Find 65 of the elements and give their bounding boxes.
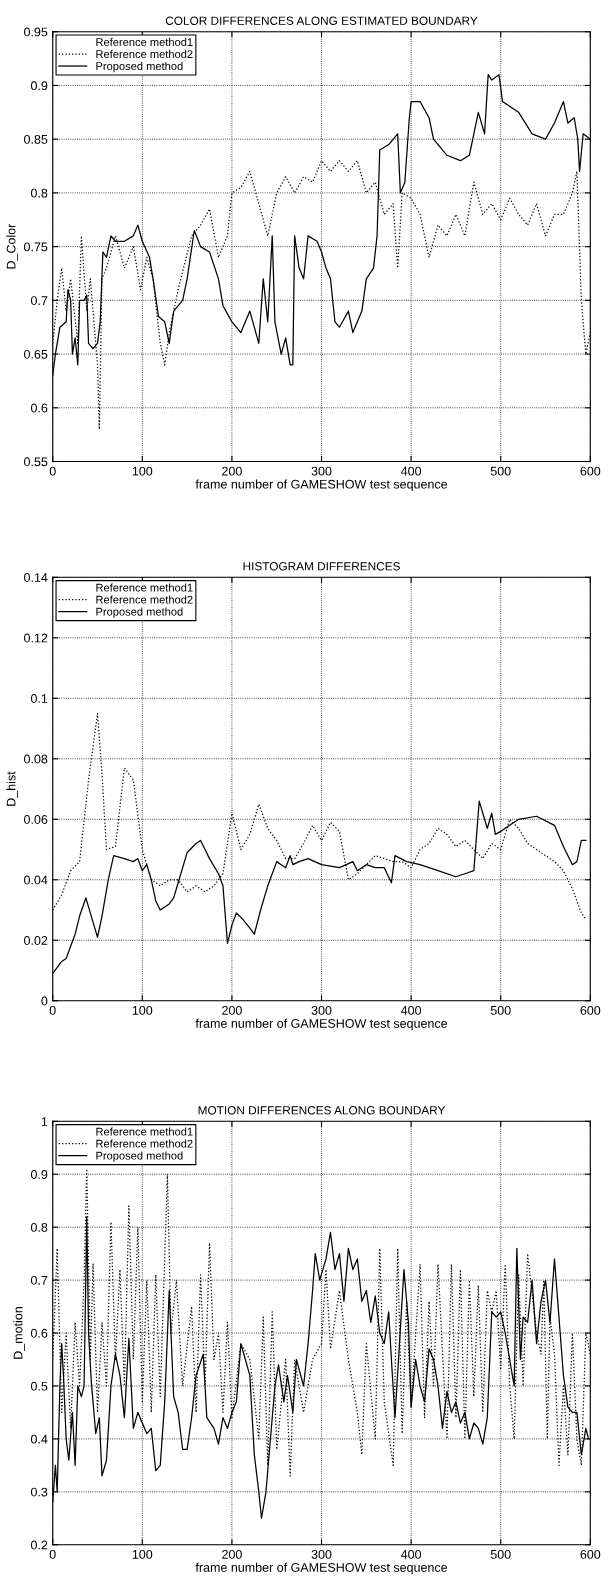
x-tick-label: 100 — [132, 1549, 153, 1559]
y-tick-label: 1 — [41, 1117, 48, 1126]
x-tick-label: 400 — [400, 466, 422, 476]
legend-label: Proposed method — [96, 1151, 183, 1162]
y-tick-label: 0.3 — [30, 1487, 48, 1497]
chart-title: COLOR DIFFERENCES ALONG ESTIMATED BOUNDARY — [165, 16, 478, 25]
x-tick-label: 600 — [580, 466, 601, 476]
x-tick-label: 600 — [580, 1005, 601, 1015]
y-tick-label: 0 — [41, 996, 48, 1006]
y-tick-label: 0.08 — [24, 754, 48, 764]
x-tick-label: 0 — [49, 1549, 56, 1559]
x-tick-label: 500 — [490, 1549, 511, 1559]
x-tick-label: 400 — [400, 1549, 422, 1559]
y-tick-label: 0.6 — [30, 1328, 48, 1338]
y-tick-label: 0.5 — [30, 1381, 48, 1391]
y-tick-label: 0.2 — [30, 1540, 48, 1550]
y-tick-label: 0.02 — [24, 936, 48, 945]
x-tick-label: 0 — [49, 1005, 56, 1015]
y-tick-label: 0.7 — [30, 296, 48, 305]
y-tick-label: 0.8 — [30, 1222, 48, 1232]
y-tick-label: 0.85 — [24, 134, 48, 144]
legend-label: Reference method2 — [96, 595, 193, 604]
y-tick-label: 0.06 — [24, 815, 48, 824]
y-tick-label: 0.04 — [24, 875, 48, 885]
x-axis-title: frame number of GAMESHOW test sequence — [195, 1562, 448, 1575]
y-tick-label: 0.14 — [24, 573, 48, 582]
x-tick-label: 100 — [132, 466, 153, 476]
legend-label: Proposed method — [96, 607, 183, 618]
x-tick-label: 300 — [311, 1005, 332, 1015]
x-tick-label: 200 — [222, 1005, 242, 1015]
y-axis-title: D_motion — [13, 1307, 25, 1359]
x-tick-label: 200 — [222, 466, 242, 476]
chart-title: HISTOGRAM DIFFERENCES — [243, 562, 400, 571]
text: Reference method1 — [96, 1127, 193, 1136]
y-tick-label: 0.6 — [30, 403, 48, 413]
x-tick-label: 200 — [222, 1549, 242, 1559]
y-tick-label: 0.8 — [30, 188, 48, 198]
x-tick-label: 500 — [490, 1005, 511, 1015]
y-tick-label: 0.7 — [30, 1275, 48, 1285]
x-tick-label: 300 — [311, 1549, 332, 1559]
y-tick-label: 0.12 — [24, 633, 48, 643]
y-tick-label: 0.95 — [24, 27, 48, 37]
x-tick-label: 300 — [311, 466, 332, 476]
y-tick-label: 0.9 — [30, 81, 48, 91]
x-tick-label: 400 — [400, 1005, 422, 1015]
y-tick-label: 0.4 — [30, 1434, 48, 1444]
x-axis-title: frame number of GAMESHOW test sequence — [195, 1018, 448, 1031]
text: Reference method1 — [96, 37, 193, 46]
chart-title: MOTION DIFFERENCES ALONG BOUNDARY — [198, 1106, 446, 1115]
x-tick-label: 500 — [490, 466, 511, 476]
y-axis-title: D_Color — [6, 223, 18, 269]
x-tick-label: 0 — [49, 466, 56, 476]
y-tick-label: 0.65 — [24, 349, 48, 359]
text: Reference method1 — [96, 583, 193, 592]
y-tick-label: 0.55 — [24, 457, 48, 467]
x-axis-title: frame number of GAMESHOW test sequence — [195, 479, 448, 492]
y-axis-title: D_hist — [6, 771, 18, 806]
x-tick-label: 100 — [132, 1005, 153, 1015]
y-tick-label: 0.9 — [30, 1170, 48, 1179]
legend-label: Proposed method — [96, 61, 183, 73]
legend-label: Reference method2 — [96, 49, 193, 59]
legend-label: Reference method2 — [96, 1139, 193, 1148]
x-tick-label: 600 — [580, 1549, 601, 1559]
y-tick-label: 0.1 — [30, 694, 48, 703]
y-tick-label: 0.75 — [24, 242, 48, 252]
